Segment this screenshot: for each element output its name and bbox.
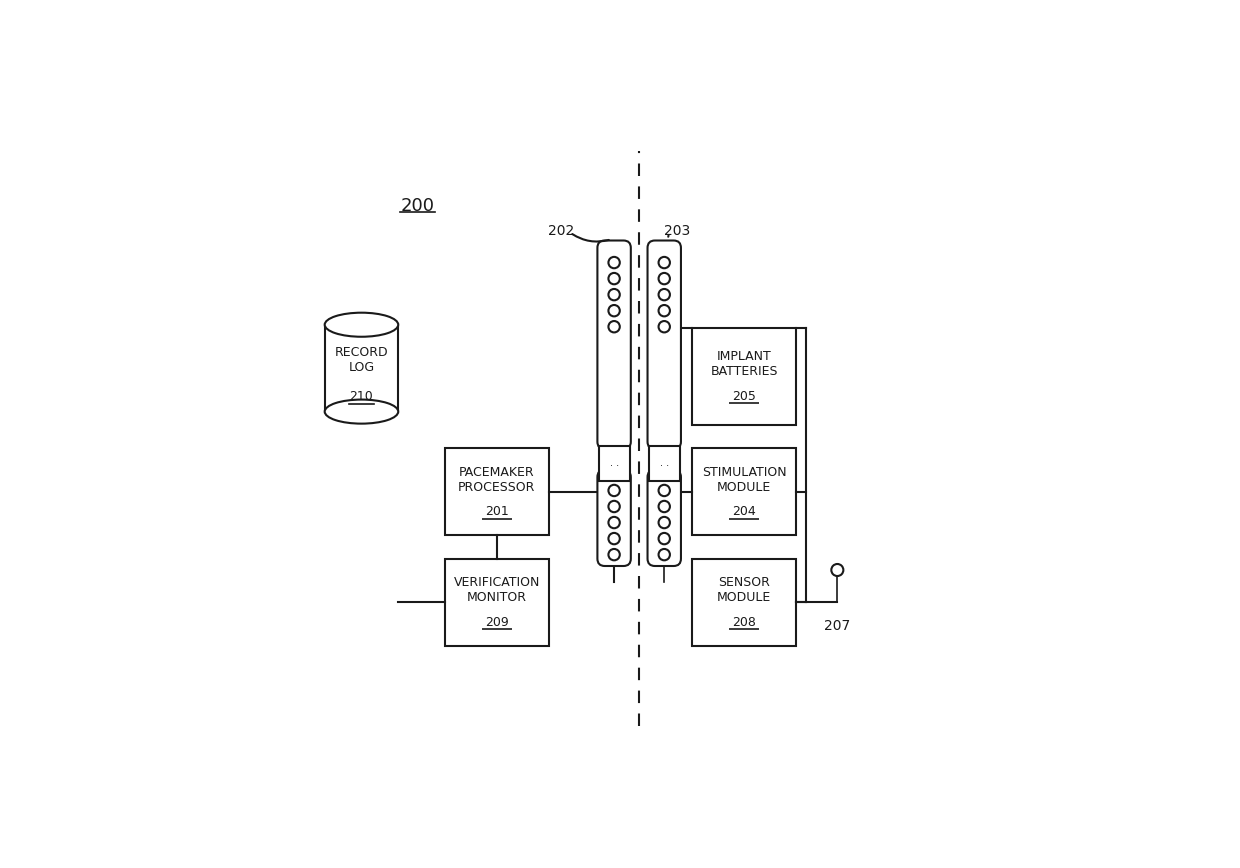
Bar <box>325 325 398 411</box>
Circle shape <box>658 533 670 544</box>
Text: STIMULATION
MODULE: STIMULATION MODULE <box>702 466 786 494</box>
Text: 205: 205 <box>732 390 756 403</box>
Text: 209: 209 <box>485 615 508 628</box>
Bar <box>445 449 548 536</box>
Circle shape <box>609 516 620 529</box>
Bar <box>649 445 680 481</box>
Bar <box>692 328 796 425</box>
Text: 200: 200 <box>401 197 434 214</box>
Text: RECORD
LOG: RECORD LOG <box>335 346 388 374</box>
Text: 210: 210 <box>350 391 373 404</box>
Text: . .: . . <box>660 458 668 469</box>
Text: SENSOR
MODULE: SENSOR MODULE <box>717 576 771 604</box>
Bar <box>599 445 630 481</box>
Circle shape <box>658 485 670 496</box>
Circle shape <box>831 564 843 576</box>
Text: 207: 207 <box>825 619 851 633</box>
Circle shape <box>658 321 670 332</box>
Text: 201: 201 <box>485 505 508 518</box>
Circle shape <box>609 501 620 512</box>
FancyBboxPatch shape <box>598 240 631 449</box>
Circle shape <box>658 549 670 561</box>
Text: 202: 202 <box>548 224 574 238</box>
Circle shape <box>658 257 670 268</box>
FancyBboxPatch shape <box>647 470 681 566</box>
Circle shape <box>658 305 670 316</box>
Bar <box>445 559 548 646</box>
Circle shape <box>609 549 620 561</box>
Circle shape <box>658 289 670 300</box>
Circle shape <box>609 273 620 285</box>
Ellipse shape <box>325 399 398 424</box>
Circle shape <box>609 321 620 332</box>
Text: 203: 203 <box>665 224 691 238</box>
Text: 204: 204 <box>733 505 756 518</box>
Circle shape <box>609 305 620 316</box>
Circle shape <box>658 501 670 512</box>
Text: IMPLANT
BATTERIES: IMPLANT BATTERIES <box>711 351 777 378</box>
Text: . .: . . <box>610 458 619 469</box>
Text: PACEMAKER
PROCESSOR: PACEMAKER PROCESSOR <box>458 466 536 494</box>
Ellipse shape <box>325 312 398 337</box>
Circle shape <box>658 273 670 285</box>
Circle shape <box>609 257 620 268</box>
Circle shape <box>658 516 670 529</box>
Circle shape <box>609 485 620 496</box>
Text: VERIFICATION
MONITOR: VERIFICATION MONITOR <box>454 576 539 604</box>
Bar <box>692 559 796 646</box>
FancyBboxPatch shape <box>598 470 631 566</box>
Text: 208: 208 <box>732 615 756 628</box>
Bar <box>692 449 796 536</box>
Circle shape <box>609 289 620 300</box>
Circle shape <box>609 533 620 544</box>
FancyBboxPatch shape <box>647 240 681 449</box>
